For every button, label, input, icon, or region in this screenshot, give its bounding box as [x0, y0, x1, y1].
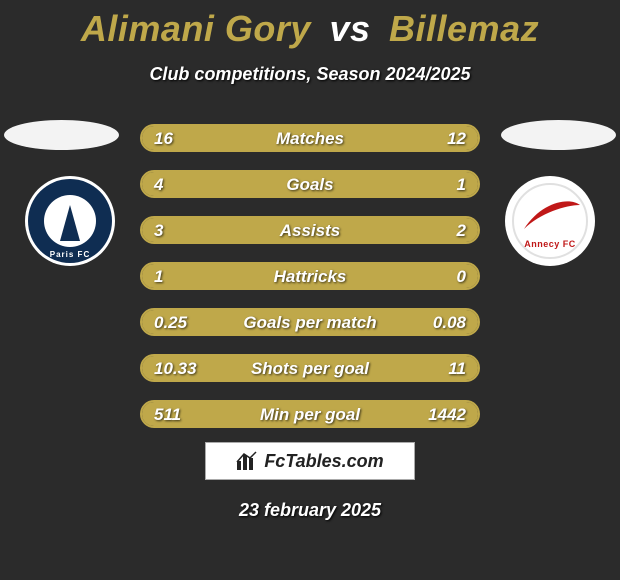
- stat-label: Goals per match: [142, 310, 478, 336]
- player1-name: Alimani Gory: [81, 8, 311, 49]
- stat-row: Min per goal5111442: [140, 400, 480, 428]
- stat-value-left: 511: [154, 402, 181, 428]
- stat-label: Hattricks: [142, 264, 478, 290]
- stat-row: Goals per match0.25 0.08: [140, 308, 480, 336]
- annecy-swoosh-icon: [520, 195, 584, 235]
- stat-value-right: 1: [457, 172, 466, 198]
- stat-value-left: 16: [154, 126, 173, 152]
- stat-row: Hattricks1 0: [140, 262, 480, 290]
- club-badge-left: Paris FC: [25, 176, 115, 266]
- country-flag-right: [501, 120, 616, 150]
- stat-value-right: 0: [457, 264, 466, 290]
- stat-row: Assists3 2: [140, 216, 480, 244]
- stat-value-left: 10.33: [154, 356, 197, 382]
- stat-value-left: 4: [154, 172, 163, 198]
- vs-separator: vs: [329, 8, 370, 49]
- stat-row: Goals4 1: [140, 170, 480, 198]
- page-title: Alimani Gory vs Billemaz: [0, 0, 620, 50]
- stat-value-right: 1442: [428, 402, 466, 428]
- stat-label: Assists: [142, 218, 478, 244]
- stats-container: Matches1612Goals41Assists32Hattricks10Go…: [140, 124, 480, 446]
- stat-value-right: 12: [447, 126, 466, 152]
- stat-value-left: 3: [154, 218, 163, 244]
- stat-value-right: 2: [457, 218, 466, 244]
- club-badge-right: Annecy FC: [505, 176, 595, 266]
- stat-value-left: 0.25: [154, 310, 187, 336]
- stat-row: Matches16 12: [140, 124, 480, 152]
- stat-value-right: 11: [448, 356, 466, 382]
- club-left-label: Paris FC: [50, 250, 90, 259]
- fctables-logo[interactable]: FcTables.com: [205, 442, 415, 480]
- country-flag-left: [4, 120, 119, 150]
- footer-date: 23 february 2025: [0, 500, 620, 521]
- eiffel-icon: [60, 205, 80, 241]
- player2-name: Billemaz: [389, 8, 539, 49]
- fctables-logo-text: FcTables.com: [264, 451, 383, 472]
- stat-row: Shots per goal10.3311: [140, 354, 480, 382]
- stat-value-right: 0.08: [433, 310, 466, 336]
- subtitle: Club competitions, Season 2024/2025: [0, 64, 620, 85]
- stat-label: Matches: [142, 126, 478, 152]
- stat-label: Goals: [142, 172, 478, 198]
- stat-value-left: 1: [154, 264, 163, 290]
- bar-chart-icon: [236, 451, 258, 471]
- club-right-label: Annecy FC: [514, 239, 586, 249]
